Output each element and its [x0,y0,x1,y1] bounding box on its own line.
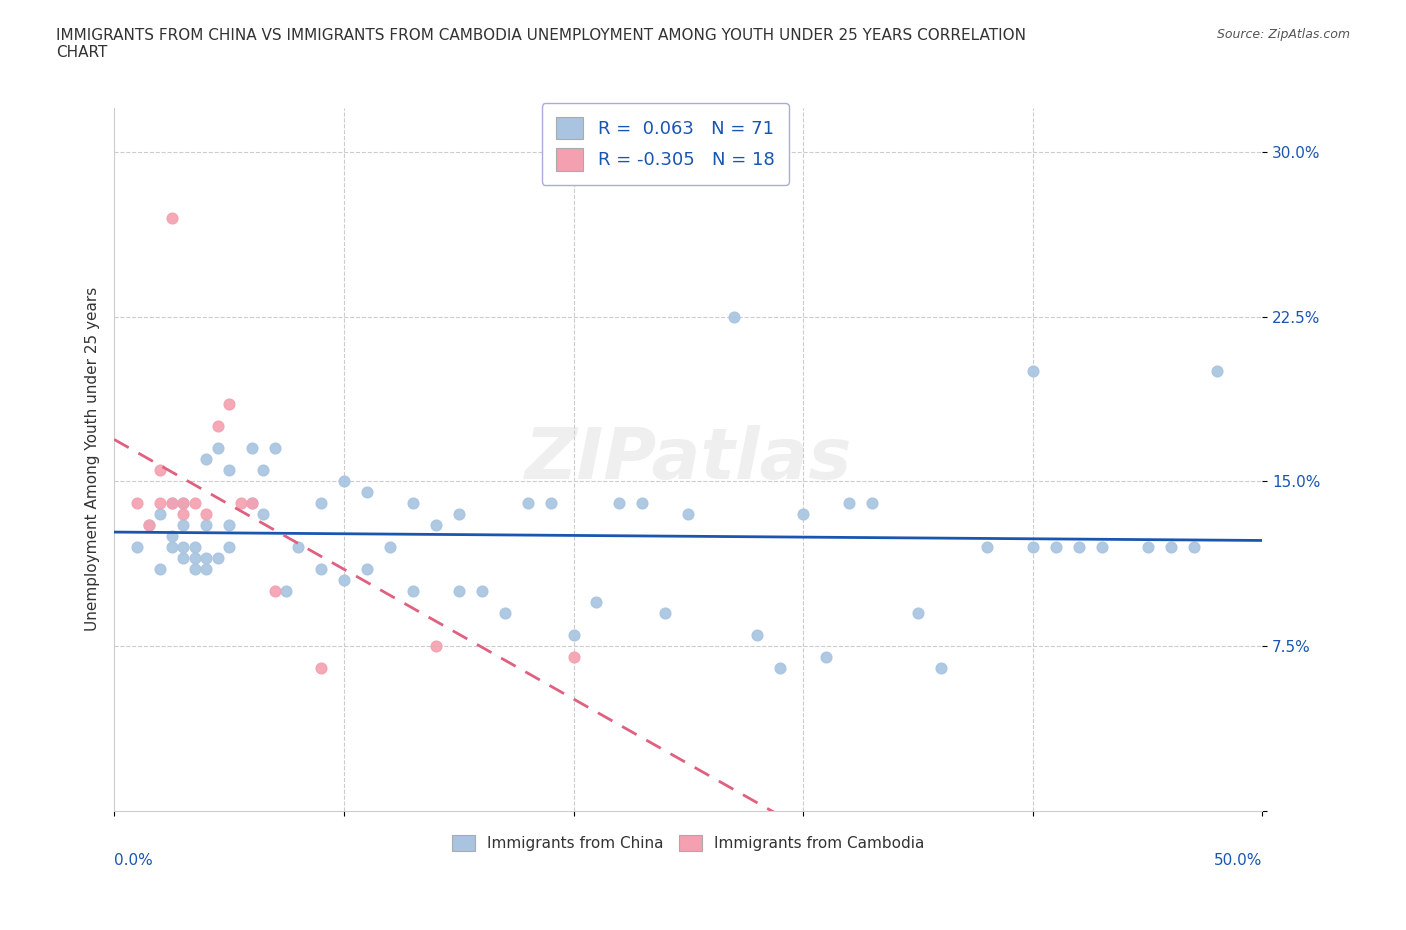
Point [585,594,607,609]
Point [127,539,149,554]
Y-axis label: Unemployment Among Youth under 25 years: Unemployment Among Youth under 25 years [86,287,100,631]
Text: IMMIGRANTS FROM CHINA VS IMMIGRANTS FROM CAMBODIA UNEMPLOYMENT AMONG YOUTH UNDER: IMMIGRANTS FROM CHINA VS IMMIGRANTS FROM… [56,28,1026,60]
Point [609,496,631,511]
Point [172,496,194,511]
Point [252,463,274,478]
Point [160,496,183,511]
Legend: Immigrants from China, Immigrants from Cambodia: Immigrants from China, Immigrants from C… [444,828,932,859]
Point [402,496,425,511]
Point [471,583,494,598]
Point [562,649,585,664]
Point [1022,364,1045,379]
Point [172,518,194,533]
Point [149,463,172,478]
Point [447,507,470,522]
Point [138,518,160,533]
Point [1045,539,1067,554]
Point [378,539,401,554]
Point [264,583,287,598]
Point [1182,539,1205,554]
Point [425,518,447,533]
Point [195,518,218,533]
Text: 0.0%: 0.0% [114,853,153,868]
Point [195,452,218,467]
Point [447,583,470,598]
Point [149,562,172,577]
Point [218,463,240,478]
Point [287,539,309,554]
Point [356,562,378,577]
Point [207,551,229,565]
Point [838,496,860,511]
Point [149,496,172,511]
Point [218,518,240,533]
Point [1160,539,1182,554]
Point [1067,539,1090,554]
Text: ZIPatlas: ZIPatlas [524,425,852,494]
Text: 50.0%: 50.0% [1215,853,1263,868]
Point [516,496,538,511]
Point [723,309,745,324]
Point [240,496,263,511]
Point [333,573,356,588]
Point [252,507,274,522]
Point [815,649,838,664]
Point [183,551,205,565]
Point [747,628,769,643]
Point [678,507,700,522]
Point [333,473,356,488]
Point [540,496,562,511]
Point [183,496,205,511]
Point [631,496,654,511]
Point [1136,539,1159,554]
Point [402,583,425,598]
Point [425,638,447,653]
Point [172,507,194,522]
Point [860,496,883,511]
Point [195,507,218,522]
Point [654,605,676,620]
Point [562,628,585,643]
Point [1205,364,1227,379]
Point [160,210,183,225]
Point [309,660,332,675]
Point [907,605,929,620]
Point [160,528,183,543]
Point [127,496,149,511]
Point [207,418,229,433]
Point [160,539,183,554]
Point [240,441,263,456]
Point [218,539,240,554]
Point [1091,539,1114,554]
Point [195,551,218,565]
Point [929,660,952,675]
Point [229,496,252,511]
Point [1022,539,1045,554]
Point [356,485,378,499]
Point [195,562,218,577]
Point [183,539,205,554]
Text: Source: ZipAtlas.com: Source: ZipAtlas.com [1216,28,1350,41]
Point [172,496,194,511]
Point [494,605,516,620]
Point [976,539,998,554]
Point [792,507,814,522]
Point [172,551,194,565]
Point [172,539,194,554]
Point [264,441,287,456]
Point [207,441,229,456]
Point [276,583,298,598]
Point [183,562,205,577]
Point [769,660,792,675]
Point [149,507,172,522]
Point [138,518,160,533]
Point [160,496,183,511]
Point [309,562,332,577]
Point [240,496,263,511]
Point [218,397,240,412]
Point [309,496,332,511]
